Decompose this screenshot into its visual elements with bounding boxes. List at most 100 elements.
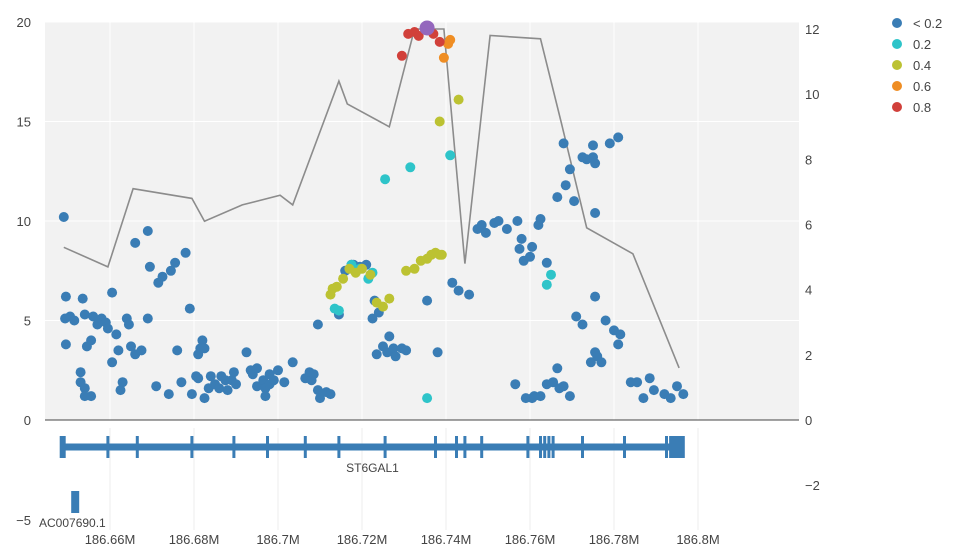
snp-point	[193, 373, 204, 384]
snp-point	[315, 393, 325, 404]
y-right-tick-label: 10	[805, 87, 819, 102]
snp-point	[512, 216, 523, 226]
snp-point	[453, 285, 464, 296]
gene-exon	[337, 436, 341, 458]
gene-label-st6gal1: ST6GAL1	[346, 461, 399, 475]
snp-point	[548, 377, 559, 388]
x-tick-label: 186.74M	[421, 532, 472, 547]
snp-point	[287, 357, 298, 368]
snp-point	[665, 393, 676, 404]
gene-exon	[106, 436, 110, 458]
snp-point	[268, 375, 279, 386]
snp-point	[75, 367, 86, 378]
snp-point	[558, 138, 569, 149]
snp-point	[577, 319, 588, 330]
snp-point	[86, 335, 97, 346]
snp-point	[644, 373, 655, 384]
snp-point	[405, 162, 416, 173]
snp-point	[409, 263, 420, 274]
snp-point	[115, 385, 126, 396]
snp-point	[453, 94, 464, 105]
snp-point	[197, 335, 208, 346]
snp-point	[111, 329, 122, 340]
gene-track: ST6GAL1 AC007690.1	[39, 436, 685, 530]
snp-point	[371, 349, 382, 360]
snp-point	[378, 301, 388, 312]
snp-point	[312, 319, 323, 330]
legend-label: 0.2	[913, 37, 931, 52]
snp-point	[422, 295, 433, 306]
snp-point	[464, 289, 475, 300]
legend-label: < 0.2	[913, 16, 942, 31]
snp-point	[367, 313, 378, 324]
legend-marker	[892, 60, 902, 70]
gene-exon	[383, 436, 387, 458]
recombination-rate-line	[63, 28, 680, 369]
snp-point	[558, 381, 569, 392]
snp-point	[205, 371, 216, 382]
snp-point	[113, 345, 124, 356]
snp-point	[541, 257, 552, 268]
snp-point	[648, 385, 659, 396]
snp-point	[123, 319, 134, 330]
snp-point	[501, 224, 512, 234]
snp-point	[60, 291, 71, 302]
snp-points-layer	[58, 20, 689, 404]
snp-point	[144, 261, 155, 272]
snp-point	[79, 383, 90, 394]
snp-point	[260, 391, 271, 402]
legend-marker	[892, 102, 902, 112]
snp-point	[535, 391, 546, 402]
snp-point	[422, 393, 433, 404]
snp-point	[514, 243, 525, 254]
y-left-tick-label: 10	[17, 214, 31, 229]
snp-point	[325, 389, 336, 400]
snp-point	[438, 52, 449, 63]
snp-point	[126, 341, 136, 352]
snp-point	[136, 345, 147, 356]
legend-marker	[892, 81, 902, 91]
snp-point	[434, 36, 445, 47]
snp-point	[365, 269, 376, 280]
snp-point	[312, 385, 323, 396]
snp-point	[588, 140, 598, 151]
snp-point	[58, 212, 69, 222]
snp-point	[590, 347, 601, 358]
snp-point	[86, 391, 97, 402]
y-right-tick-label: 8	[805, 152, 812, 167]
snp-point	[69, 315, 80, 326]
snp-point	[546, 269, 556, 280]
snp-point	[273, 365, 283, 376]
gene-exon	[665, 436, 668, 458]
gene-exon	[266, 436, 269, 458]
snp-point	[279, 377, 290, 388]
snp-point	[142, 313, 153, 324]
gene-exon	[581, 436, 584, 458]
legend-label: 0.4	[913, 58, 931, 73]
snp-point	[638, 393, 649, 404]
snp-point	[672, 381, 682, 392]
snp-point	[552, 192, 563, 203]
legend-label: 0.8	[913, 100, 931, 115]
gene-exon	[135, 436, 139, 458]
snp-point	[186, 389, 197, 400]
snp-point	[527, 241, 538, 252]
legend[interactable]: < 0.2 0.2 0.4 0.6 0.8	[892, 16, 942, 115]
snp-point	[384, 293, 395, 304]
gene-body-ac007690	[71, 491, 80, 513]
snp-point	[480, 227, 491, 238]
snp-point	[445, 150, 456, 161]
snp-point	[252, 381, 262, 392]
x-tick-label: 186.66M	[85, 532, 136, 547]
snp-point	[525, 251, 535, 262]
snp-point	[338, 273, 349, 284]
gene-exon	[455, 436, 458, 458]
snp-point	[199, 393, 210, 404]
snp-point	[333, 305, 344, 316]
gene-exon	[190, 436, 194, 458]
snp-point	[172, 345, 183, 356]
snp-point	[231, 379, 241, 390]
snp-point	[222, 385, 233, 396]
snp-point	[184, 303, 195, 314]
